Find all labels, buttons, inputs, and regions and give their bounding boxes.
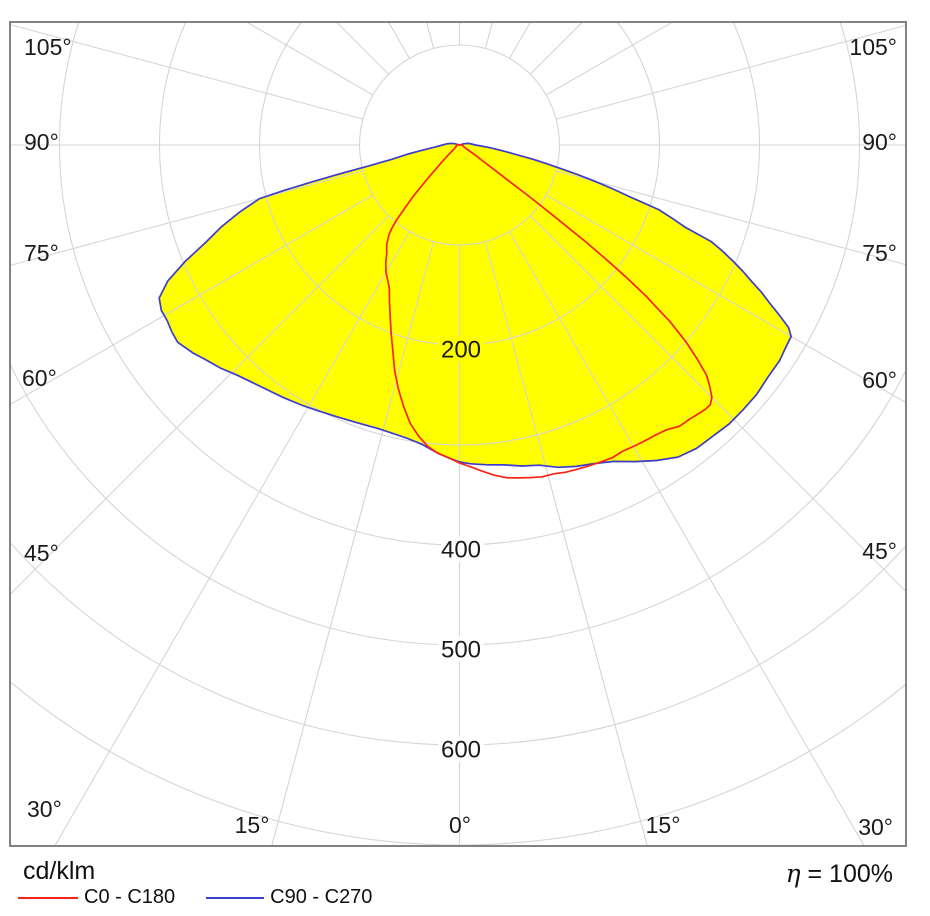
radius-label: 400	[441, 537, 481, 564]
angle-labels: 105° 90° 75° 60° 45° 105° 90° 75° 60° 45° 30° 15° 0°…	[22, 34, 897, 840]
eta-symbol: η	[785, 859, 801, 888]
legend-label-c90-c270: C90 - C270	[270, 886, 373, 908]
curve-c90-c270	[158, 142, 793, 469]
legend-line-c0-c180	[18, 896, 78, 899]
radius-label: 600	[441, 737, 481, 764]
angle-label-bottom: 15°	[235, 812, 270, 838]
legend-line-c90-c270	[206, 896, 265, 899]
radius-label: 200	[441, 337, 481, 364]
legend-label-c0-c180: C0 - C180	[84, 886, 176, 908]
plot-border	[9, 21, 907, 847]
efficiency-label: η = 100%	[786, 859, 893, 889]
curve-c0-c180	[384, 143, 713, 479]
units-label: cd/klm	[23, 857, 96, 885]
angle-label-bottom: 30°	[27, 796, 62, 822]
angle-label-right: 75°	[862, 240, 897, 266]
angle-label-left: 75°	[24, 240, 59, 266]
legend: C0 - C180 C90 - C270	[18, 886, 372, 909]
angle-label-bottom: 0°	[449, 812, 471, 838]
radius-labels: 200 400 500 600	[436, 332, 485, 768]
angle-label-left: 60°	[22, 365, 57, 391]
efficiency-value: = 100%	[800, 860, 894, 888]
angle-label-bottom: 30°	[858, 814, 893, 840]
angle-label-right: 60°	[862, 367, 897, 393]
angle-label-right: 90°	[862, 129, 897, 155]
angle-label-left: 90°	[24, 129, 59, 155]
angle-label-left: 45°	[24, 540, 59, 566]
angle-label-bottom: 15°	[646, 812, 681, 838]
c90-c270-fill-area	[159, 143, 792, 468]
radius-label: 500	[441, 637, 481, 664]
angle-label-left: 105°	[24, 34, 72, 60]
angle-label-right: 105°	[849, 34, 897, 60]
angle-label-right: 45°	[862, 538, 897, 564]
